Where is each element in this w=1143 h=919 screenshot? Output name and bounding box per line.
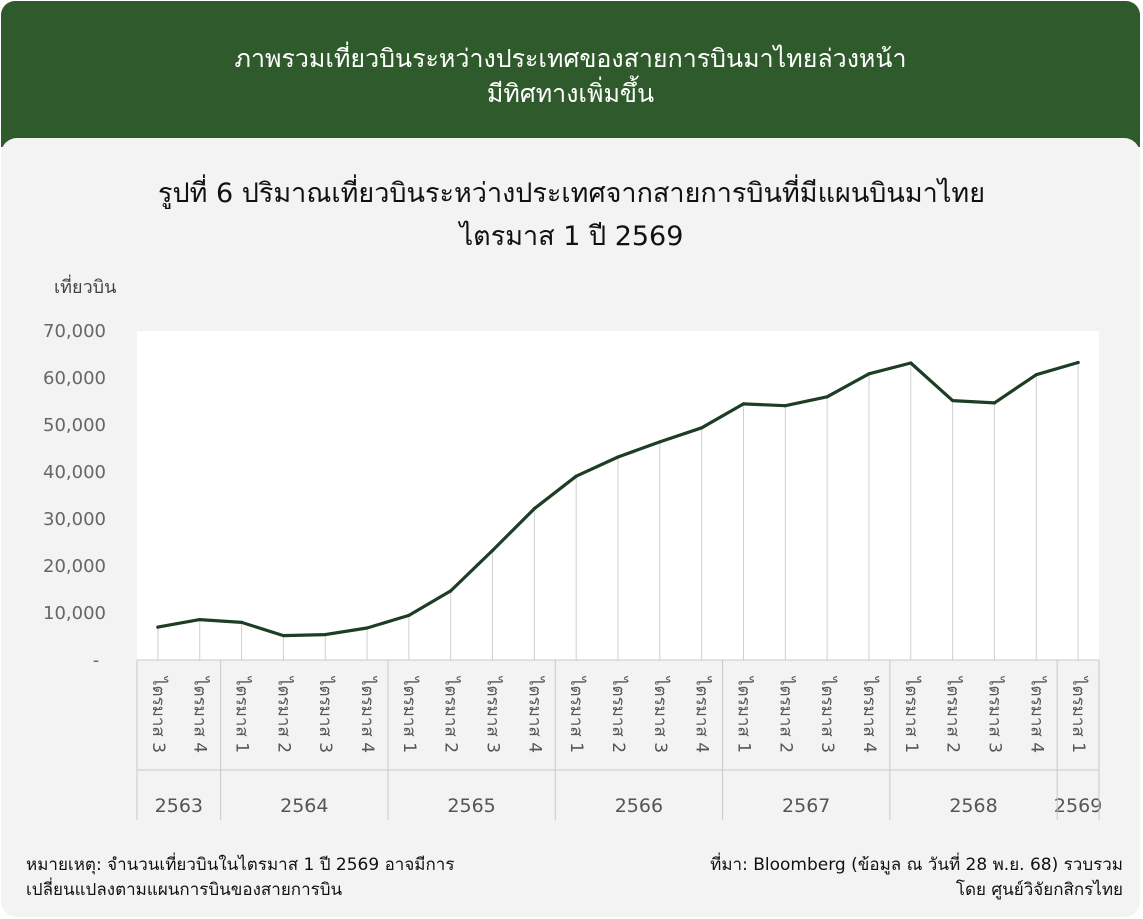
y-tick-label: 70,000 xyxy=(43,321,106,342)
header-title-line2: มีทิศทางเพิ่มขึ้น xyxy=(486,79,655,108)
data-point xyxy=(616,455,620,459)
y-axis-label: เที่ยวบิน xyxy=(54,274,116,298)
x-tick-label: ไตรมาส 4 xyxy=(1026,675,1047,753)
data-point xyxy=(658,440,662,444)
data-point xyxy=(992,401,997,405)
x-tick-label: ไตรมาส 3 xyxy=(984,675,1005,753)
y-axis-ticks: - 10,000 20,000 30,000 40,000 50,000 60,000 70,… xyxy=(43,321,106,671)
x-year-label: 2563 xyxy=(155,795,203,817)
data-point xyxy=(323,633,327,637)
x-tick-label: ไตรมาส 1 xyxy=(1068,675,1089,753)
data-point xyxy=(281,633,285,638)
source-note: ที่มา: Bloomberg (ข้อมูล ณ วันที่ 28 พ.ย… xyxy=(603,853,1123,903)
data-point xyxy=(407,613,411,617)
source-line2: โดย ศูนย์วิจัยกสิกรไทย xyxy=(955,880,1123,900)
y-tick-label: 10,000 xyxy=(43,603,106,624)
data-point xyxy=(449,589,453,593)
x-tick-label: ไตรมาส 3 xyxy=(148,675,169,753)
footnote-line2: เปลี่ยนแปลงตามแผนการบินของสายการบิน xyxy=(26,880,343,900)
x-year-label: 2567 xyxy=(782,795,830,817)
x-tick-label: ไตรมาส 2 xyxy=(608,675,629,753)
x-year-label: 2564 xyxy=(280,795,328,817)
data-point xyxy=(532,507,536,511)
chart-title: รูปที่ 6 ปริมาณเที่ยวบินระหว่างประเทศจาก… xyxy=(0,172,1143,258)
chart-title-line2: ไตรมาส 1 ปี 2569 xyxy=(459,221,684,252)
data-point xyxy=(825,395,829,399)
x-tick-label: ไตรมาส 4 xyxy=(692,675,713,753)
chart-title-line1: รูปที่ 6 ปริมาณเที่ยวบินระหว่างประเทศจาก… xyxy=(157,178,986,209)
x-tick-label: ไตรมาส 4 xyxy=(190,675,211,753)
data-point xyxy=(1076,360,1080,365)
footnote: หมายเหตุ: จำนวนเที่ยวบินในไตรมาส 1 ปี 25… xyxy=(26,853,586,903)
y-tick-label: 20,000 xyxy=(43,556,106,577)
x-tick-label: ไตรมาส 4 xyxy=(357,675,378,753)
x-year-label: 2566 xyxy=(615,795,663,817)
y-tick-label: 40,000 xyxy=(43,462,106,483)
data-point xyxy=(365,626,369,630)
y-tick-label: 60,000 xyxy=(43,368,106,389)
data-point xyxy=(239,620,244,625)
data-point xyxy=(700,426,704,430)
x-tick-label: ไตรมาส 2 xyxy=(775,675,796,753)
x-tick-label: ไตรมาส 3 xyxy=(315,675,336,753)
data-point xyxy=(867,372,871,376)
data-point xyxy=(156,625,160,629)
data-point xyxy=(909,361,913,365)
data-point xyxy=(574,474,578,478)
x-tick-label: ไตรมาส 3 xyxy=(817,675,838,753)
data-point xyxy=(783,404,787,408)
x-tick-label: ไตรมาส 3 xyxy=(650,675,671,753)
x-tick-label: ไตรมาส 1 xyxy=(733,675,754,753)
header-banner: ภาพรวมเที่ยวบินระหว่างประเทศของสายการบิน… xyxy=(1,1,1140,147)
drop-lines xyxy=(157,362,1079,660)
x-tick-label: ไตรมาส 1 xyxy=(566,675,587,753)
header-title: ภาพรวมเที่ยวบินระหว่างประเทศของสายการบิน… xyxy=(1,41,1140,111)
source-line1: ที่มา: Bloomberg (ข้อมูล ณ วันที่ 28 พ.ย… xyxy=(710,855,1123,875)
x-tick-label: ไตรมาส 4 xyxy=(859,675,880,753)
y-tick-label: - xyxy=(93,650,100,671)
data-point xyxy=(198,617,202,622)
y-tick-label: 50,000 xyxy=(43,415,106,436)
data-point xyxy=(1034,373,1038,377)
x-tick-label: ไตรมาส 2 xyxy=(273,675,294,753)
y-tick-label: 30,000 xyxy=(43,509,106,530)
x-tick-label: ไตรมาส 3 xyxy=(483,675,504,753)
data-point xyxy=(741,402,746,406)
x-tick-label: ไตรมาส 2 xyxy=(943,675,964,753)
x-tick-label: ไตรมาส 4 xyxy=(524,675,545,753)
x-tick-label: ไตรมาส 2 xyxy=(441,675,462,753)
x-year-label: 2565 xyxy=(447,795,495,817)
x-year-label: 2568 xyxy=(949,795,997,817)
x-axis: ไตรมาส 3 ไตรมาส 4 ไตรมาส 1 ไตรมาส 2 ไตรมาส 3… xyxy=(136,659,1102,820)
series-group xyxy=(156,360,1080,638)
x-tick-label: ไตรมาส 1 xyxy=(399,675,420,753)
header-title-line1: ภาพรวมเที่ยวบินระหว่างประเทศของสายการบิน… xyxy=(234,44,907,73)
x-tick-label: ไตรมาส 1 xyxy=(232,675,253,753)
footnote-line1: หมายเหตุ: จำนวนเที่ยวบินในไตรมาส 1 ปี 25… xyxy=(26,855,455,875)
data-point xyxy=(951,398,955,403)
x-year-label: 2569 xyxy=(1054,795,1102,817)
x-tick-label: ไตรมาส 1 xyxy=(901,675,922,753)
data-point xyxy=(490,548,495,553)
